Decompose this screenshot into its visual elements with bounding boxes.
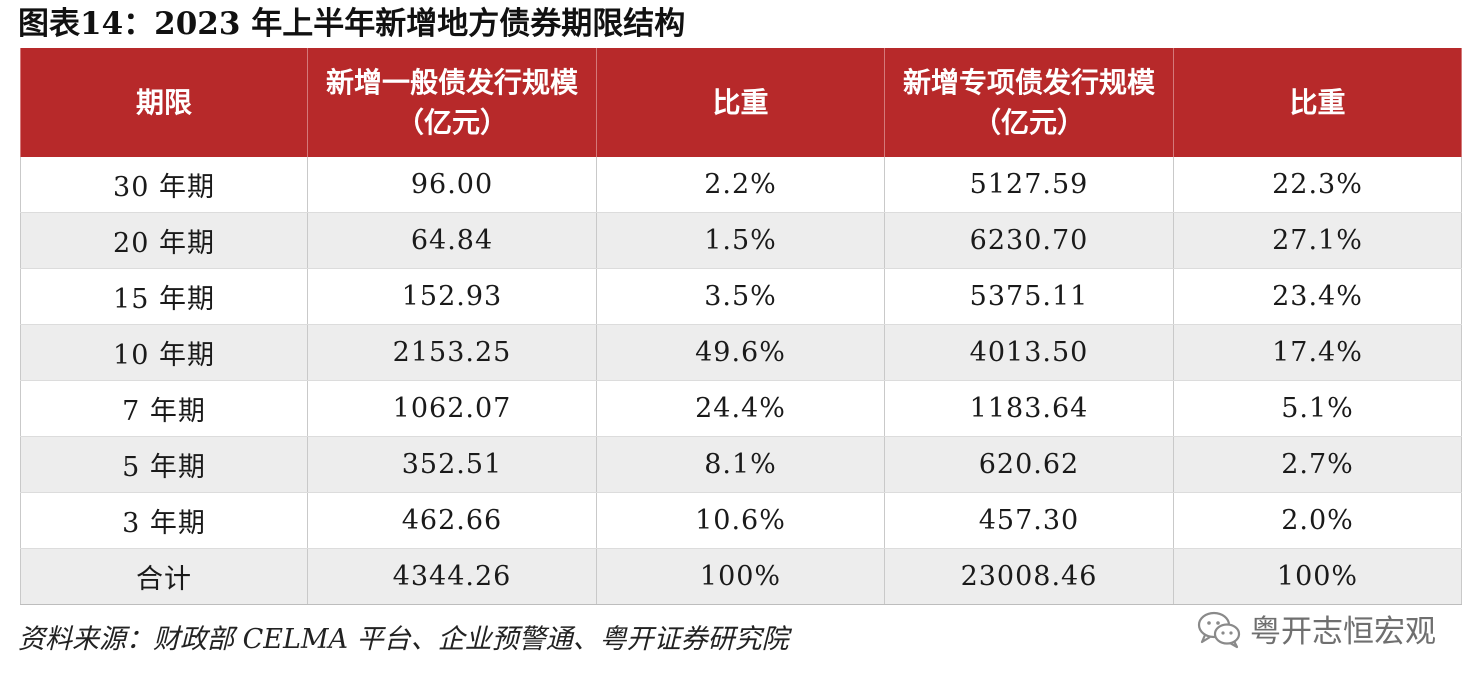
- header-special-bond-scale: 新增专项债发行规模（亿元）: [884, 48, 1174, 157]
- cell-general-scale: 352.51: [307, 436, 597, 493]
- table-row: 10 年期 2153.25 49.6% 4013.50 17.4%: [20, 324, 1462, 381]
- cell-general-share: 49.6%: [596, 324, 885, 381]
- table-row: 20 年期 64.84 1.5% 6230.70 27.1%: [20, 212, 1462, 269]
- cell-general-share: 2.2%: [596, 157, 885, 213]
- cell-general-scale: 152.93: [307, 268, 597, 325]
- cell-general-scale: 2153.25: [307, 324, 597, 381]
- table-row: 30 年期 96.00 2.2% 5127.59 22.3%: [20, 157, 1462, 213]
- total-row: 合计 4344.26 100% 23008.46 100%: [20, 548, 1462, 605]
- cell-special-scale: 5375.11: [884, 268, 1174, 325]
- cell-general-share: 8.1%: [596, 436, 885, 493]
- cell-term: 10 年期: [20, 324, 308, 381]
- table-row: 3 年期 462.66 10.6% 457.30 2.0%: [20, 492, 1462, 549]
- cell-general-scale: 1062.07: [307, 380, 597, 437]
- table-body: 30 年期 96.00 2.2% 5127.59 22.3% 20 年期 64.…: [20, 157, 1462, 605]
- cell-general-scale: 4344.26: [307, 548, 597, 605]
- cell-general-share: 1.5%: [596, 212, 885, 269]
- cell-special-scale: 6230.70: [884, 212, 1174, 269]
- cell-general-scale: 64.84: [307, 212, 597, 269]
- cell-special-share: 27.1%: [1173, 212, 1462, 269]
- page-title: 图表14：2023 年上半年新增地方债券期限结构: [18, 6, 686, 42]
- debt-maturity-table: 期限 新增一般债发行规模（亿元） 比重 新增专项债发行规模（亿元） 比重 30 …: [20, 48, 1462, 605]
- cell-term: 5 年期: [20, 436, 308, 493]
- cell-general-share: 100%: [596, 548, 885, 605]
- header-general-bond-scale: 新增一般债发行规模（亿元）: [307, 48, 597, 157]
- header-general-bond-share: 比重: [596, 48, 885, 157]
- table-row: 7 年期 1062.07 24.4% 1183.64 5.1%: [20, 380, 1462, 437]
- cell-term: 20 年期: [20, 212, 308, 269]
- wechat-watermark: 粤开志恒宏观: [1196, 606, 1436, 651]
- cell-special-share: 23.4%: [1173, 268, 1462, 325]
- cell-general-scale: 462.66: [307, 492, 597, 549]
- cell-term: 7 年期: [20, 380, 308, 437]
- cell-special-share: 17.4%: [1173, 324, 1462, 381]
- cell-term: 15 年期: [20, 268, 308, 325]
- cell-term: 3 年期: [20, 492, 308, 549]
- cell-special-share: 22.3%: [1173, 157, 1462, 213]
- watermark-text: 粤开志恒宏观: [1250, 614, 1436, 650]
- cell-special-share: 2.0%: [1173, 492, 1462, 549]
- cell-special-scale: 23008.46: [884, 548, 1174, 605]
- cell-special-share: 100%: [1173, 548, 1462, 605]
- header-special-bond-share: 比重: [1173, 48, 1462, 157]
- wechat-icon: [1197, 611, 1241, 648]
- cell-term: 30 年期: [20, 157, 308, 213]
- cell-general-share: 24.4%: [596, 380, 885, 437]
- cell-special-scale: 620.62: [884, 436, 1174, 493]
- cell-special-scale: 1183.64: [884, 380, 1174, 437]
- cell-special-share: 5.1%: [1173, 380, 1462, 437]
- table-header: 期限 新增一般债发行规模（亿元） 比重 新增专项债发行规模（亿元） 比重: [20, 48, 1462, 157]
- cell-general-share: 3.5%: [596, 268, 885, 325]
- header-row: 期限 新增一般债发行规模（亿元） 比重 新增专项债发行规模（亿元） 比重: [20, 48, 1462, 157]
- table-row: 5 年期 352.51 8.1% 620.62 2.7%: [20, 436, 1462, 493]
- cell-special-scale: 4013.50: [884, 324, 1174, 381]
- cell-term: 合计: [20, 548, 308, 605]
- cell-special-scale: 5127.59: [884, 157, 1174, 213]
- table-row: 15 年期 152.93 3.5% 5375.11 23.4%: [20, 268, 1462, 325]
- cell-general-scale: 96.00: [307, 157, 597, 213]
- cell-special-share: 2.7%: [1173, 436, 1462, 493]
- header-term: 期限: [20, 48, 308, 157]
- cell-special-scale: 457.30: [884, 492, 1174, 549]
- source-note: 资料来源：财政部 CELMA 平台、企业预警通、粤开证券研究院: [18, 624, 789, 655]
- cell-general-share: 10.6%: [596, 492, 885, 549]
